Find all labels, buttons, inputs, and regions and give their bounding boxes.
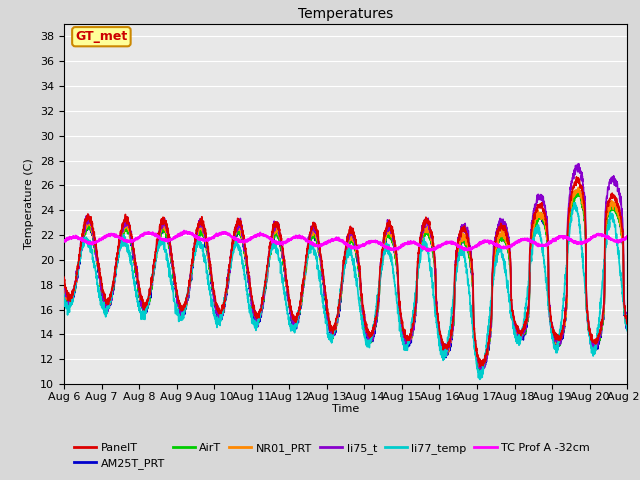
TC Prof A -32cm <box>276 240 284 246</box>
Legend: PanelT, AM25T_PRT, AirT, NR01_PRT, li75_t, li77_temp, TC Prof A -32cm: PanelT, AM25T_PRT, AirT, NR01_PRT, li75_… <box>70 438 595 473</box>
AirT <box>552 338 559 344</box>
Line: AirT: AirT <box>64 192 627 370</box>
NR01_PRT <box>158 223 166 228</box>
TC Prof A -32cm <box>612 239 620 244</box>
NR01_PRT <box>124 224 132 229</box>
TC Prof A -32cm <box>623 233 631 239</box>
AirT <box>612 211 620 217</box>
AM25T_PRT <box>158 227 166 233</box>
AM25T_PRT <box>124 228 132 233</box>
li77_temp <box>476 376 484 382</box>
li77_temp <box>60 291 68 297</box>
NR01_PRT <box>60 278 68 284</box>
AirT <box>623 323 631 328</box>
li77_temp <box>572 200 579 205</box>
AM25T_PRT <box>479 370 487 375</box>
PanelT <box>301 269 308 275</box>
AM25T_PRT <box>612 209 620 215</box>
li77_temp <box>612 231 620 237</box>
AM25T_PRT <box>552 341 559 347</box>
PanelT <box>612 196 620 202</box>
li75_t <box>158 222 166 228</box>
AirT <box>572 189 580 194</box>
NR01_PRT <box>276 236 284 241</box>
AirT <box>301 276 308 281</box>
Line: NR01_PRT: NR01_PRT <box>64 187 627 370</box>
Title: Temperatures: Temperatures <box>298 8 393 22</box>
NR01_PRT <box>301 272 308 277</box>
li77_temp <box>276 256 284 262</box>
li75_t <box>60 278 68 284</box>
TC Prof A -32cm <box>301 236 308 241</box>
PanelT <box>60 274 68 280</box>
PanelT <box>623 320 631 325</box>
li77_temp <box>552 345 559 350</box>
AirT <box>124 228 132 234</box>
li77_temp <box>301 271 308 277</box>
li75_t <box>301 270 308 276</box>
AirT <box>60 278 68 284</box>
NR01_PRT <box>552 336 559 342</box>
Line: TC Prof A -32cm: TC Prof A -32cm <box>64 231 627 251</box>
TC Prof A -32cm <box>124 239 132 244</box>
NR01_PRT <box>623 322 631 328</box>
PanelT <box>124 220 132 226</box>
li77_temp <box>158 240 166 246</box>
AirT <box>158 225 166 231</box>
li75_t <box>124 222 132 228</box>
li77_temp <box>623 328 631 334</box>
NR01_PRT <box>477 367 484 372</box>
AM25T_PRT <box>276 239 284 244</box>
TC Prof A -32cm <box>424 248 431 254</box>
PanelT <box>476 364 484 370</box>
TC Prof A -32cm <box>60 239 68 244</box>
li75_t <box>623 322 631 328</box>
Y-axis label: Temperature (C): Temperature (C) <box>24 158 35 250</box>
PanelT <box>573 174 580 180</box>
X-axis label: Time: Time <box>332 405 359 414</box>
TC Prof A -32cm <box>158 237 166 243</box>
AM25T_PRT <box>60 281 68 287</box>
AM25T_PRT <box>301 277 308 283</box>
li77_temp <box>124 242 132 248</box>
Text: GT_met: GT_met <box>76 30 127 43</box>
TC Prof A -32cm <box>180 228 188 234</box>
Line: li77_temp: li77_temp <box>64 203 627 379</box>
Line: li75_t: li75_t <box>64 164 627 372</box>
NR01_PRT <box>575 184 583 190</box>
AM25T_PRT <box>574 187 582 192</box>
AirT <box>476 367 484 373</box>
PanelT <box>552 337 559 343</box>
li75_t <box>575 161 582 167</box>
NR01_PRT <box>612 204 620 210</box>
PanelT <box>158 219 166 225</box>
AirT <box>276 240 284 245</box>
PanelT <box>276 230 284 236</box>
TC Prof A -32cm <box>552 238 559 244</box>
Line: PanelT: PanelT <box>64 177 627 367</box>
li75_t <box>276 233 284 239</box>
AM25T_PRT <box>623 325 631 331</box>
li75_t <box>612 183 620 189</box>
Line: AM25T_PRT: AM25T_PRT <box>64 190 627 372</box>
li75_t <box>552 336 559 341</box>
li75_t <box>477 369 485 375</box>
